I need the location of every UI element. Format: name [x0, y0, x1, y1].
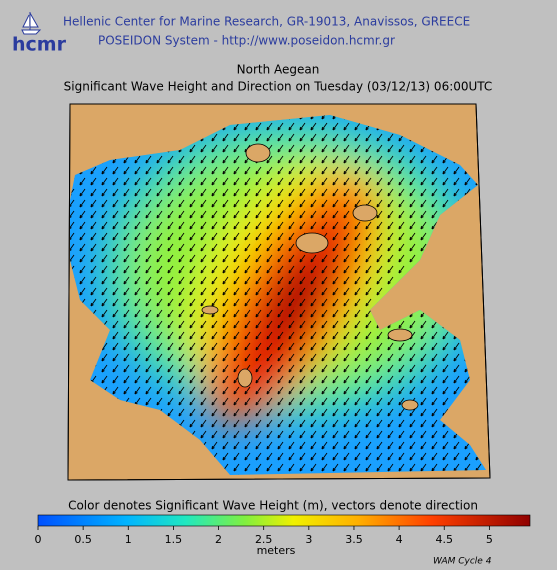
colorbar-tick-label: 4.5: [435, 533, 453, 546]
logo: hcmr: [12, 12, 67, 56]
colorbar-tick-label: 1: [125, 533, 132, 546]
header-line: POSEIDON System - http://www.poseidon.hc…: [98, 34, 395, 48]
header-line: Hellenic Center for Marine Research, GR-…: [63, 15, 470, 29]
colorbar-tick-label: 2.5: [255, 533, 273, 546]
colorbar-label: meters: [257, 544, 296, 557]
colorbar-tick-label: 0: [35, 533, 42, 546]
colorbar-tick-label: 2: [215, 533, 222, 546]
colorbar-tick-label: 5: [486, 533, 493, 546]
colorbar-tick-label: 0.5: [74, 533, 92, 546]
logo-text: hcmr: [12, 34, 67, 56]
colorbar-caption: Color denotes Significant Wave Height (m…: [68, 499, 478, 513]
map-title: North Aegean: [237, 63, 320, 77]
map: [67, 103, 491, 481]
colorbar-tick-label: 1.5: [165, 533, 183, 546]
model-label: WAM Cycle 4: [433, 557, 492, 567]
colorbar-tick-label: 4: [396, 533, 403, 546]
colorbar: [37, 514, 531, 527]
map-subtitle: Significant Wave Height and Direction on…: [64, 80, 493, 94]
colorbar-tick-label: 3: [305, 533, 312, 546]
colorbar-tick-label: 3.5: [345, 533, 363, 546]
